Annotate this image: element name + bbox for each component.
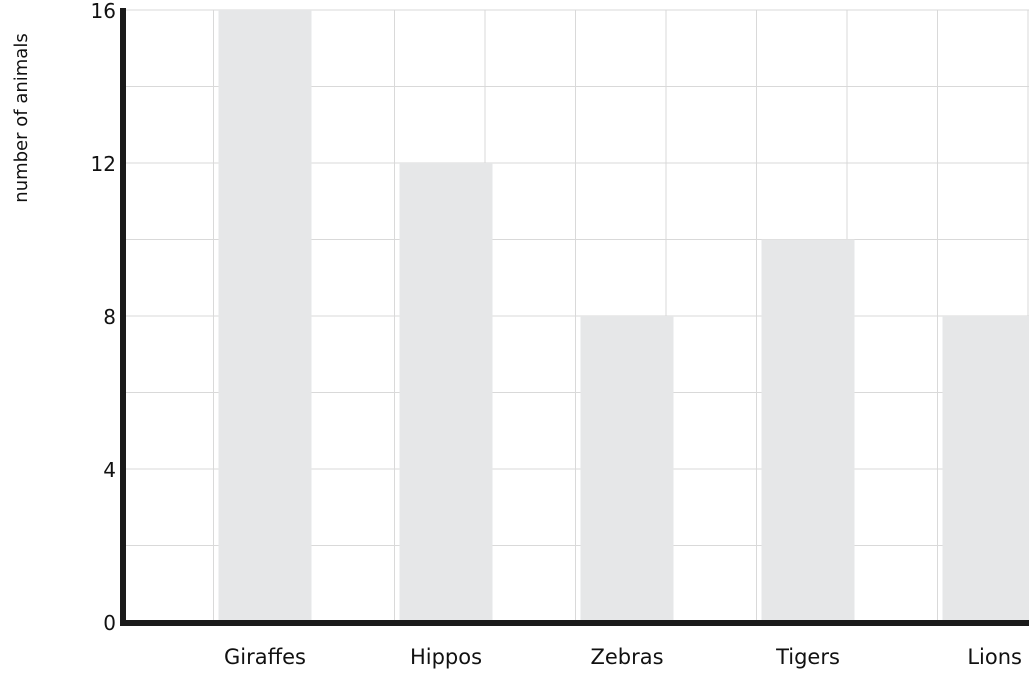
y-tick-label: 4 — [103, 458, 116, 482]
y-tick-labels: 0 4 8 12 16 — [91, 0, 116, 635]
x-category-label: Zebras — [590, 645, 663, 669]
x-category-label: Tigers — [775, 645, 840, 669]
bar-hippos — [400, 163, 493, 622]
y-tick-label: 16 — [91, 0, 116, 23]
x-category-label: Hippos — [410, 645, 482, 669]
y-tick-label: 12 — [91, 152, 116, 176]
bar-giraffes — [219, 10, 312, 622]
y-tick-label: 0 — [103, 611, 116, 635]
y-tick-label: 8 — [103, 305, 116, 329]
y-axis-label: number of animals — [11, 33, 32, 202]
bar-zebras — [581, 316, 674, 622]
bar-lions — [943, 316, 1029, 622]
x-category-label: Giraffes — [224, 645, 306, 669]
y-axis-label-group: number of animals — [11, 33, 32, 202]
bar-tigers — [762, 240, 855, 623]
x-category-label: Lions — [967, 645, 1022, 669]
category-labels: Giraffes Hippos Zebras Tigers Lions — [224, 645, 1022, 669]
